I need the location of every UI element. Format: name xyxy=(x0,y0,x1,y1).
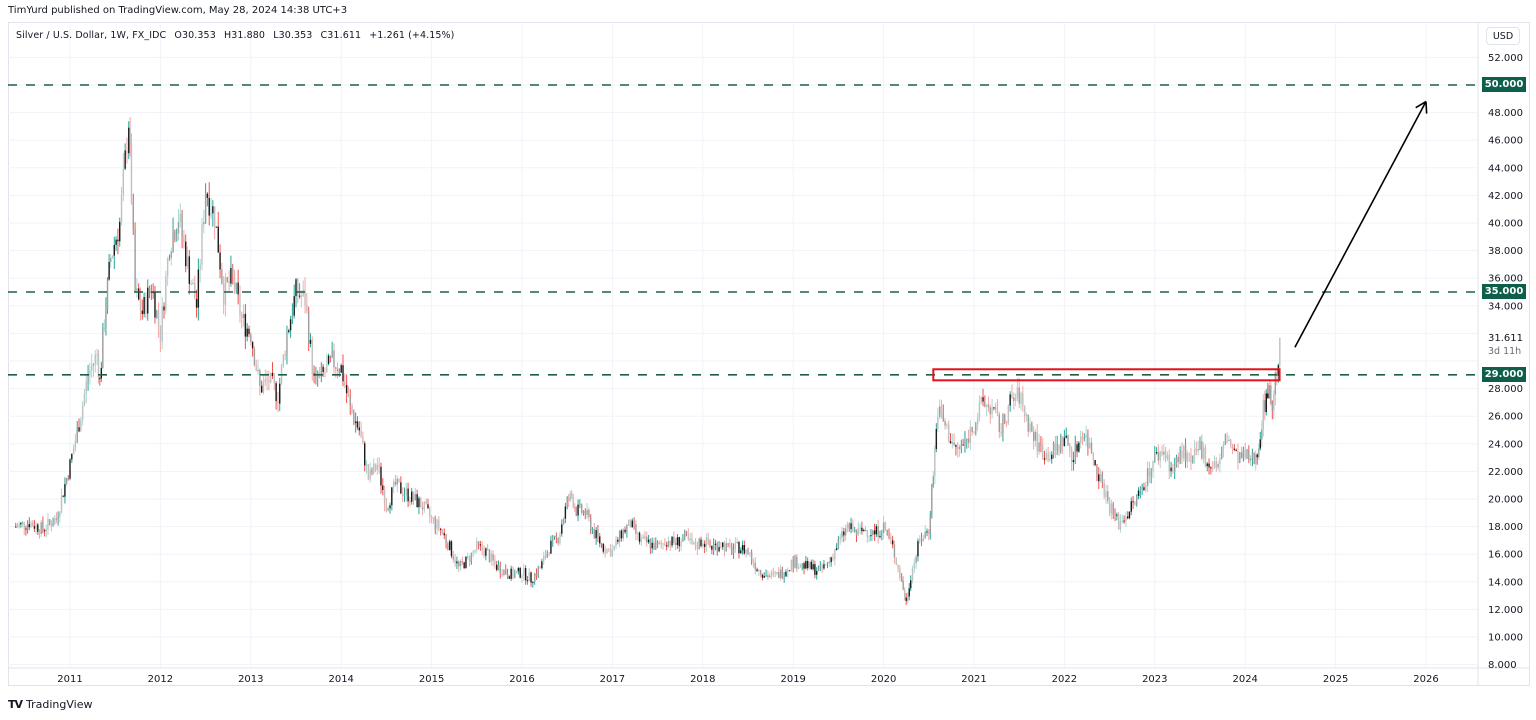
publisher-line: TimYurd published on TradingView.com, Ma… xyxy=(8,5,348,16)
svg-text:2018: 2018 xyxy=(690,674,715,685)
svg-text:12.000: 12.000 xyxy=(1488,605,1523,616)
svg-text:2014: 2014 xyxy=(328,674,353,685)
horizontal-levels[interactable] xyxy=(8,84,1478,376)
bar-countdown: 3d 11h xyxy=(1488,346,1522,357)
legend-close: C31.611 xyxy=(320,30,362,41)
legend-high: H31.880 xyxy=(223,30,266,41)
svg-text:2019: 2019 xyxy=(780,674,805,685)
svg-text:14.000: 14.000 xyxy=(1488,577,1523,588)
brand-name: TradingView xyxy=(26,698,93,711)
svg-text:2013: 2013 xyxy=(238,674,263,685)
svg-text:2016: 2016 xyxy=(509,674,534,685)
svg-text:40.000: 40.000 xyxy=(1488,219,1523,230)
svg-text:38.000: 38.000 xyxy=(1488,246,1523,257)
svg-text:44.000: 44.000 xyxy=(1488,163,1523,174)
svg-text:2017: 2017 xyxy=(600,674,625,685)
tradingview-logo-icon: TV xyxy=(8,698,23,711)
svg-text:2024: 2024 xyxy=(1232,674,1257,685)
legend-change: +1.261 (+4.15%) xyxy=(369,30,455,41)
currency-button[interactable]: USD xyxy=(1486,27,1520,45)
legend-symbol: Silver / U.S. Dollar, 1W, FX_IDC xyxy=(16,30,167,41)
level-badge-50: 50.000 xyxy=(1482,77,1526,92)
svg-text:8.000: 8.000 xyxy=(1488,660,1517,671)
svg-text:10.000: 10.000 xyxy=(1488,633,1523,644)
svg-text:22.000: 22.000 xyxy=(1488,467,1523,478)
svg-text:28.000: 28.000 xyxy=(1488,384,1523,395)
svg-text:2023: 2023 xyxy=(1142,674,1167,685)
svg-text:16.000: 16.000 xyxy=(1488,550,1523,561)
grid-lines xyxy=(8,22,1478,668)
footer-branding: TV TradingView xyxy=(8,698,93,711)
svg-text:2012: 2012 xyxy=(148,674,173,685)
svg-text:2011: 2011 xyxy=(57,674,82,685)
svg-text:24.000: 24.000 xyxy=(1488,439,1523,450)
svg-text:18.000: 18.000 xyxy=(1488,522,1523,533)
svg-text:42.000: 42.000 xyxy=(1488,191,1523,202)
svg-text:26.000: 26.000 xyxy=(1488,412,1523,423)
legend-low: L30.353 xyxy=(273,30,313,41)
svg-text:2022: 2022 xyxy=(1052,674,1077,685)
svg-text:2026: 2026 xyxy=(1413,674,1438,685)
svg-text:46.000: 46.000 xyxy=(1488,136,1523,147)
svg-text:48.000: 48.000 xyxy=(1488,108,1523,119)
last-price-label: 31.611 xyxy=(1488,333,1523,344)
resistance-zone-rect[interactable] xyxy=(932,368,1281,382)
legend-open: O30.353 xyxy=(174,30,216,41)
svg-text:2015: 2015 xyxy=(419,674,444,685)
svg-text:52.000: 52.000 xyxy=(1488,53,1523,64)
chart-pane-frame xyxy=(8,22,1530,686)
svg-text:36.000: 36.000 xyxy=(1488,274,1523,285)
svg-text:2025: 2025 xyxy=(1323,674,1348,685)
level-badge-29: 29.000 xyxy=(1482,367,1526,382)
svg-text:34.000: 34.000 xyxy=(1488,301,1523,312)
price-axis[interactable]: 52.000 48.000 46.000 44.000 42.000 40.000 38.0… xyxy=(1488,53,1523,671)
time-axis[interactable]: 2011 2012 2013 2014 2015 2016 2017 2018 2019 2020… xyxy=(57,674,1438,685)
level-badge-35: 35.000 xyxy=(1482,284,1526,299)
svg-text:2021: 2021 xyxy=(961,674,986,685)
target-arrow[interactable] xyxy=(1294,100,1428,348)
svg-text:20.000: 20.000 xyxy=(1488,495,1523,506)
svg-text:2020: 2020 xyxy=(871,674,896,685)
symbol-legend: Silver / U.S. Dollar, 1W, FX_IDC O30.353… xyxy=(16,30,459,41)
